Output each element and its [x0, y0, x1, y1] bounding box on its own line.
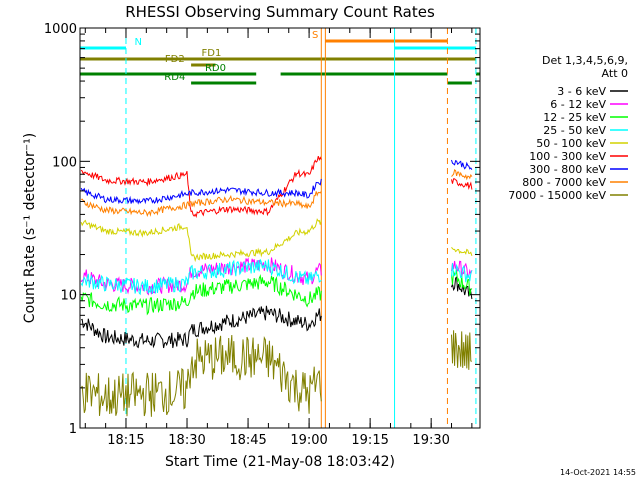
- event-vertical-lines: [79, 28, 477, 428]
- y-tick-label: 10: [60, 289, 77, 304]
- series-line-6: [80, 178, 322, 205]
- flag-label-rd0: RD0: [205, 63, 226, 74]
- legend-label: 7000 - 15000 keV: [508, 189, 606, 202]
- legend-label: 800 - 7000 keV: [522, 176, 606, 189]
- legend-header: Det 1,3,4,5,6,9,: [542, 54, 628, 67]
- series-line-7: [81, 191, 322, 217]
- series-line-0: [81, 305, 322, 349]
- x-tick-label: 18:15: [107, 433, 144, 448]
- series-line-6: [451, 159, 473, 170]
- flag-label-fd1: FD1: [202, 48, 222, 59]
- x-axis-label: Start Time (21-May-08 18:03:42): [165, 454, 395, 470]
- legend-label: 25 - 50 keV: [543, 124, 606, 137]
- legend-label: 3 - 6 keV: [557, 85, 606, 98]
- series-lines: [80, 155, 473, 417]
- legend-label: 100 - 300 keV: [529, 150, 606, 163]
- y-axis-ticks: 1 10 100 1000: [44, 22, 480, 437]
- series-line-5: [80, 155, 322, 219]
- y-tick-label: 1: [69, 422, 77, 437]
- series-line-7: [451, 169, 473, 181]
- x-tick-label: 18:30: [168, 433, 205, 448]
- x-tick-label: 19:15: [351, 433, 388, 448]
- legend-label: 12 - 25 keV: [543, 111, 606, 124]
- flag-label-rd4: RD4: [164, 72, 185, 83]
- series-line-3: [451, 263, 473, 283]
- series-line-0: [451, 275, 473, 300]
- series-line-3: [80, 259, 322, 296]
- series-line-8: [451, 330, 473, 370]
- plot-frame: [79, 27, 481, 429]
- legend-label: 300 - 800 keV: [529, 163, 606, 176]
- x-tick-label: 18:45: [229, 433, 266, 448]
- flag-label-n: N: [134, 37, 141, 48]
- flag-label-s: S: [312, 30, 318, 41]
- flag-label-fd2: FD2: [165, 54, 185, 65]
- y-tick-label: 1000: [44, 22, 77, 37]
- x-tick-label: 19:30: [412, 433, 449, 448]
- y-tick-label: 100: [52, 155, 77, 170]
- y-axis-label: Count Rate (s⁻¹ detector⁻¹): [22, 133, 38, 323]
- series-line-8: [80, 334, 322, 417]
- instrument-flag-bars: N S FD1 FD2 RD0 RD4: [80, 30, 480, 85]
- series-line-4: [80, 218, 322, 263]
- series-line-5: [451, 178, 473, 190]
- footer-timestamp: 14-Oct-2021 14:55: [560, 468, 636, 477]
- chart-title: RHESSI Observing Summary Count Rates: [125, 3, 435, 21]
- legend-header: Att 0: [602, 67, 628, 80]
- series-line-2: [80, 274, 322, 316]
- x-tick-label: 19:00: [290, 433, 327, 448]
- series-line-4: [451, 246, 473, 257]
- x-axis-ticks: 18:15 18:30 18:45 19:00 19:15 19:30: [84, 28, 473, 448]
- legend-label: 6 - 12 keV: [550, 98, 606, 111]
- legend-label: 50 - 100 keV: [536, 137, 606, 150]
